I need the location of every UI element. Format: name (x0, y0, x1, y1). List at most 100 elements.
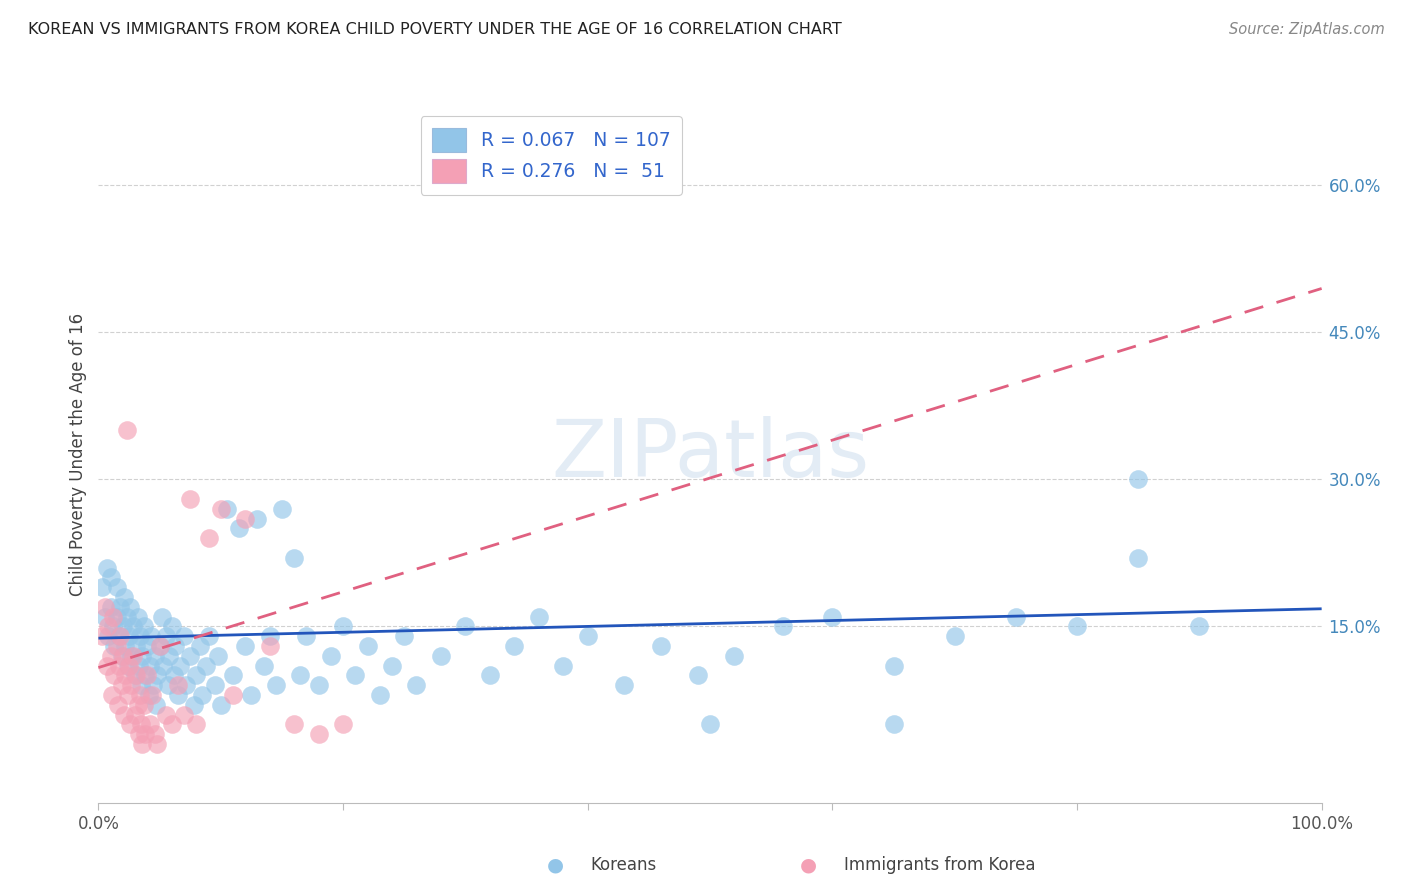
Point (105, 609, 128, 624)
Point (139, 717, 162, 731)
Point (124, 707, 146, 722)
Point (165, 639, 187, 653)
Point (97, 629, 120, 643)
Point (96, 560, 118, 574)
Point (883, 658, 905, 673)
Point (100, 570, 122, 584)
Point (186, 717, 208, 731)
Point (259, 639, 281, 653)
Point (138, 688, 160, 702)
Point (160, 619, 183, 633)
Point (252, 658, 274, 673)
Point (117, 658, 139, 673)
Point (139, 658, 162, 673)
Point (129, 678, 152, 692)
Point (111, 619, 134, 633)
Point (118, 658, 141, 673)
Point (115, 609, 138, 624)
Point (723, 648, 745, 663)
Point (553, 658, 575, 673)
Point (111, 648, 134, 663)
Point (108, 629, 131, 643)
Point (222, 668, 245, 682)
Point (125, 639, 148, 653)
Point (270, 501, 294, 516)
Point (149, 639, 172, 653)
Point (368, 688, 391, 702)
Point (883, 717, 905, 731)
Point (197, 629, 219, 643)
Point (97, 619, 120, 633)
Point (157, 678, 180, 692)
Point (163, 668, 186, 682)
Text: Source: ZipAtlas.com: Source: ZipAtlas.com (1229, 22, 1385, 37)
Point (103, 668, 125, 682)
Point (152, 658, 174, 673)
Point (128, 658, 150, 673)
Text: Immigrants from Korea: Immigrants from Korea (844, 856, 1035, 874)
Point (430, 648, 453, 663)
Point (308, 678, 330, 692)
Point (132, 698, 155, 712)
Point (131, 648, 153, 663)
Point (209, 698, 232, 712)
Point (215, 501, 238, 516)
Point (127, 609, 149, 624)
Point (91, 629, 114, 643)
Point (117, 688, 139, 702)
Point (1188, 619, 1211, 633)
Point (120, 648, 142, 663)
Point (613, 678, 636, 692)
Point (134, 668, 156, 682)
Point (283, 550, 305, 565)
Text: Koreans: Koreans (591, 856, 657, 874)
Point (91, 580, 114, 594)
Point (344, 668, 367, 682)
Point (290, 668, 312, 682)
Point (110, 599, 132, 614)
Point (101, 688, 124, 702)
Point (139, 629, 162, 643)
Point (332, 717, 354, 731)
Point (167, 688, 190, 702)
Point (332, 619, 354, 633)
Point (114, 668, 136, 682)
Point (124, 668, 146, 682)
Point (105, 639, 128, 653)
Point (233, 639, 256, 653)
Legend: R = 0.067   N = 107, R = 0.276   N =  51: R = 0.067 N = 107, R = 0.276 N = 51 (420, 117, 682, 194)
Point (169, 658, 191, 673)
Point (772, 619, 794, 633)
Point (308, 727, 330, 741)
Point (222, 688, 245, 702)
Text: ZIPatlas: ZIPatlas (551, 416, 869, 494)
Point (111, 648, 134, 663)
Point (127, 698, 149, 712)
Point (100, 599, 122, 614)
Point (129, 717, 152, 731)
Point (527, 609, 550, 624)
Point (173, 629, 195, 643)
Point (107, 698, 129, 712)
Point (155, 707, 177, 722)
Point (141, 688, 163, 702)
Text: ●: ● (800, 855, 817, 875)
Point (112, 590, 135, 604)
Point (105, 580, 128, 594)
Point (478, 668, 501, 682)
Point (1066, 619, 1088, 633)
Point (167, 678, 190, 692)
Point (114, 639, 136, 653)
Point (103, 639, 125, 653)
Point (191, 688, 214, 702)
Point (204, 678, 226, 692)
Point (1004, 609, 1026, 624)
Point (142, 678, 165, 692)
Point (503, 639, 526, 653)
Point (197, 531, 219, 545)
Text: KOREAN VS IMMIGRANTS FROM KOREA CHILD POVERTY UNDER THE AGE OF 16 CORRELATION CH: KOREAN VS IMMIGRANTS FROM KOREA CHILD PO… (28, 22, 842, 37)
Point (246, 511, 269, 525)
Point (405, 678, 427, 692)
Point (228, 521, 250, 535)
Point (195, 658, 218, 673)
